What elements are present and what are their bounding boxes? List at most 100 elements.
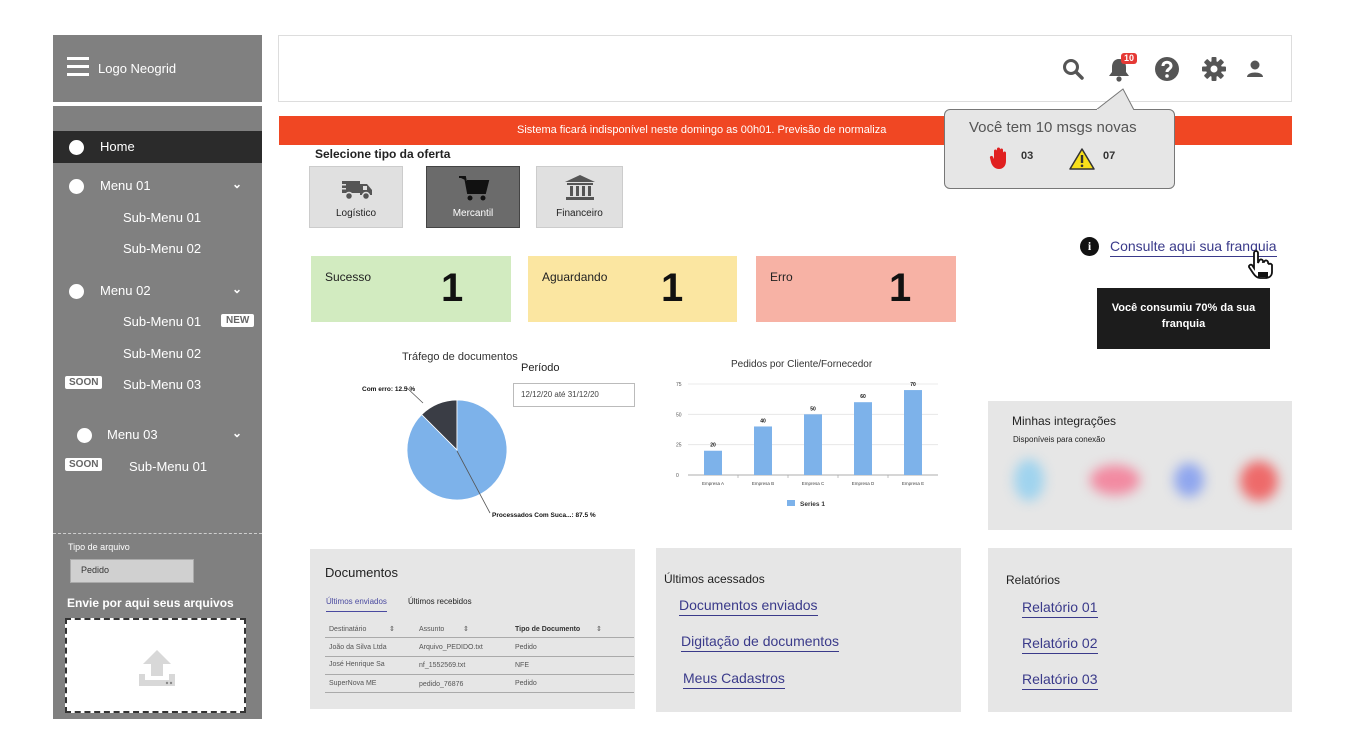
gear-icon[interactable] <box>1200 55 1228 83</box>
card-value: 1 <box>661 266 684 310</box>
upload-section: Tipo de arquivo Pedido Envie por aqui se… <box>53 533 262 719</box>
periodo-input[interactable]: 12/12/20 até 31/12/20 <box>513 383 635 407</box>
column-header[interactable]: Assunto <box>419 626 445 633</box>
integration-logo-1[interactable] <box>1014 459 1044 501</box>
banner-text: Sistema ficará indisponível neste doming… <box>517 124 887 136</box>
integration-logo-4[interactable] <box>1240 461 1278 501</box>
reports-title: Relatórios <box>1006 573 1061 587</box>
chevron-down-icon[interactable]: ⌄ <box>231 282 242 296</box>
pie-chart: Com erro: 12.5 % Processados Com Suca...… <box>362 386 596 519</box>
recent-link[interactable]: Digitação de documentos <box>681 633 839 652</box>
report-link[interactable]: Relatório 02 <box>1022 635 1098 654</box>
status-card-error[interactable]: Erro 1 <box>756 256 956 322</box>
franquia-link[interactable]: Consulte aqui sua franquia <box>1110 238 1277 257</box>
table-cell: SuperNova ME <box>329 680 377 687</box>
sidebar-item-label: Menu 03 <box>107 427 158 442</box>
pie-label-processed: Processados Com Suca...: 87.5 % <box>492 512 596 519</box>
offer-mercantil[interactable]: Mercantil <box>426 166 520 228</box>
cart-icon <box>459 176 490 201</box>
sort-icon[interactable]: ⇕ <box>596 626 602 633</box>
soon-badge: SOON <box>65 458 103 471</box>
documents-title: Documentos <box>325 565 398 580</box>
truck-icon <box>340 181 372 201</box>
bar <box>854 402 872 475</box>
offer-logistico[interactable]: Logístico <box>309 166 403 228</box>
card-label: Aguardando <box>542 270 608 284</box>
file-dropzone[interactable] <box>65 618 246 713</box>
sidebar-item-label: Sub-Menu 01 <box>123 210 202 225</box>
file-type-label: Tipo de arquivo <box>68 542 130 552</box>
sidebar-item-menu-02[interactable]: Menu 02 ⌄ <box>53 275 262 307</box>
legend-swatch <box>787 500 795 506</box>
user-icon[interactable] <box>1241 55 1269 83</box>
sidebar-item-label: Sub-Menu 03 <box>123 377 202 392</box>
table-cell[interactable]: Arquivo_PEDIDO.txt <box>419 644 483 651</box>
periodo-label: Período <box>521 362 560 374</box>
x-tick-label: Empresa B <box>752 481 774 486</box>
card-label: Sucesso <box>325 270 372 284</box>
sidebar-item-menu-01[interactable]: Menu 01 ⌄ <box>53 170 262 202</box>
status-card-waiting[interactable]: Aguardando 1 <box>528 256 737 322</box>
report-link[interactable]: Relatório 01 <box>1022 599 1098 618</box>
documents-panel: Documentos Últimos enviados Últimos rece… <box>310 549 635 709</box>
hamburger-menu-icon[interactable] <box>67 57 89 77</box>
row-divider <box>325 674 634 675</box>
sidebar-item-label: Sub-Menu 02 <box>123 241 202 256</box>
warning-icon <box>1069 148 1095 170</box>
bar-chart-title: Pedidos por Cliente/Fornecedor <box>731 359 873 370</box>
pie-label-error: Com erro: 12.5 % <box>362 386 415 393</box>
pie-chart-title: Tráfego de documentos <box>402 351 518 363</box>
file-type-select[interactable]: Pedido <box>70 559 194 583</box>
offer-label: Mercantil <box>452 208 494 219</box>
search-icon[interactable] <box>1059 55 1087 83</box>
sidebar-item-menu-01-sub-01[interactable]: Sub-Menu 01 <box>53 202 262 234</box>
soon-badge: SOON <box>65 376 103 389</box>
sort-icon[interactable]: ⇕ <box>463 626 469 633</box>
column-header[interactable]: Destinatário <box>329 626 367 633</box>
stop-hand-icon <box>989 147 1006 169</box>
bar-value-label: 70 <box>910 382 916 388</box>
report-link[interactable]: Relatório 03 <box>1022 671 1098 690</box>
sidebar-item-menu-03[interactable]: Menu 03 ⌄ <box>53 419 262 451</box>
row-divider <box>325 637 634 638</box>
bar <box>754 426 772 475</box>
offer-financeiro[interactable]: Financeiro <box>536 166 623 228</box>
chevron-down-icon[interactable]: ⌄ <box>231 426 242 440</box>
sort-icon[interactable]: ⇕ <box>389 626 395 633</box>
integrations-title: Minhas integrações <box>1012 414 1117 428</box>
chevron-down-icon[interactable]: ⌄ <box>231 177 242 191</box>
table-cell: Pedido <box>515 680 537 687</box>
recent-panel: Últimos acessados Documentos enviados Di… <box>656 548 961 712</box>
sidebar-item-menu-03-sub-01[interactable]: SOON Sub-Menu 01 <box>53 451 262 483</box>
stop-count: 03 <box>1021 150 1034 162</box>
sidebar-item-label: Sub-Menu 01 <box>123 314 202 329</box>
integration-logo-3[interactable] <box>1174 463 1204 497</box>
help-icon[interactable] <box>1153 55 1181 83</box>
recent-title: Últimos acessados <box>664 572 765 586</box>
sidebar-item-label: Home <box>100 139 135 154</box>
sidebar-item-label: Sub-Menu 02 <box>123 346 202 361</box>
integration-logo-2[interactable] <box>1090 465 1140 495</box>
sidebar-item-home[interactable]: Home <box>53 131 262 163</box>
sidebar-item-menu-02-sub-03[interactable]: SOON Sub-Menu 03 <box>53 369 262 401</box>
sidebar-item-menu-02-sub-02[interactable]: Sub-Menu 02 <box>53 338 262 370</box>
recent-link[interactable]: Meus Cadastros <box>683 670 785 689</box>
offer-label: Financeiro <box>556 208 603 219</box>
sidebar-item-menu-01-sub-02[interactable]: Sub-Menu 02 <box>53 233 262 265</box>
circle-icon <box>77 428 92 443</box>
bar-value-label: 60 <box>860 394 866 400</box>
circle-icon <box>69 179 84 194</box>
column-header[interactable]: Tipo de Documento <box>515 626 581 633</box>
sidebar-item-menu-02-sub-01[interactable]: Sub-Menu 01 NEW <box>53 306 262 338</box>
reports-panel: Relatórios Relatório 01 Relatório 02 Rel… <box>988 548 1292 712</box>
status-card-success[interactable]: Sucesso 1 <box>311 256 511 322</box>
tab-received[interactable]: Últimos recebidos <box>408 597 472 606</box>
bank-icon <box>565 175 595 200</box>
integrations-subtitle: Disponíveis para conexão <box>1013 435 1106 444</box>
table-cell[interactable]: nf_1552569.txt <box>419 662 466 669</box>
tab-sent[interactable]: Últimos enviados <box>326 597 387 612</box>
logo: Logo Neogrid <box>98 61 177 76</box>
table-cell[interactable]: pedido_76876 <box>419 681 464 688</box>
y-tick-label: 25 <box>676 443 682 449</box>
recent-link[interactable]: Documentos enviados <box>679 597 818 616</box>
